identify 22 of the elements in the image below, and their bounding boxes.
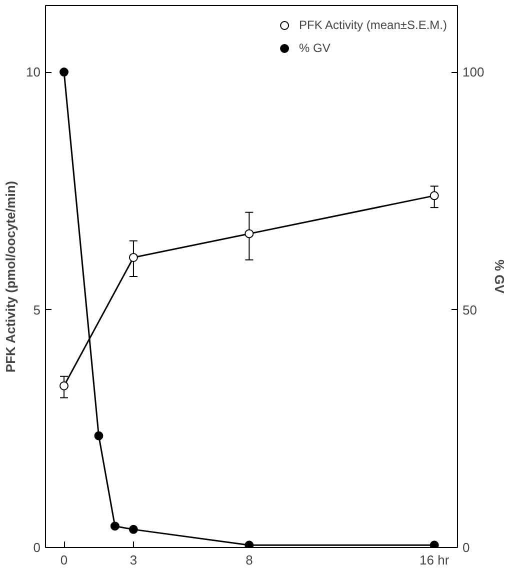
point	[94, 431, 104, 440]
y-tick-label: 10	[26, 64, 41, 80]
y-tick-label: 0	[33, 540, 41, 555]
y2-tick-label: 0	[462, 540, 470, 555]
point	[110, 522, 120, 531]
x-tick-label: 3	[130, 552, 138, 568]
y2-tick-label: 100	[462, 64, 484, 80]
point	[128, 524, 138, 534]
y2-axis-title: % GV	[492, 260, 508, 294]
legend-label: % GV	[299, 41, 330, 55]
point	[128, 252, 138, 262]
point	[60, 381, 69, 390]
point	[244, 229, 254, 238]
x-tick-label: 0	[60, 552, 68, 568]
x-tick-label: 8	[246, 552, 253, 568]
legend-label: PFK Activity (mean±S.E.M.)	[299, 18, 447, 32]
point	[60, 68, 69, 77]
y2-tick-label: 50	[462, 302, 477, 318]
y-tick-label: 5	[33, 302, 41, 318]
y-axis-title: PFK Activity (pmol/oocyte/min)	[3, 180, 18, 373]
point	[430, 191, 439, 200]
x-tick-label: 16 hr	[420, 552, 450, 568]
